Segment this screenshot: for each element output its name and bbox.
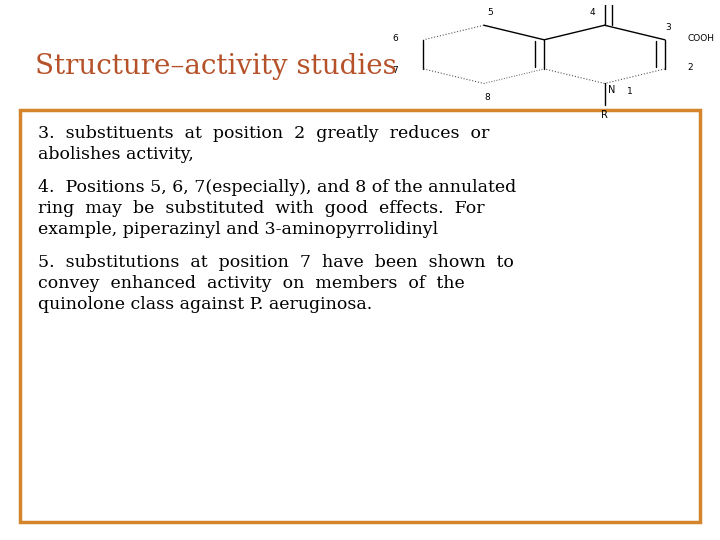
Text: 1: 1 [626, 87, 632, 97]
Text: 5.  substitutions  at  position  7  have  been  shown  to: 5. substitutions at position 7 have been… [38, 254, 514, 271]
Text: example, piperazinyl and 3-aminopyrrolidinyl: example, piperazinyl and 3-aminopyrrolid… [38, 221, 438, 238]
Text: 3.  substituents  at  position  2  greatly  reduces  or: 3. substituents at position 2 greatly re… [38, 125, 490, 142]
Text: quinolone class against P. aeruginosa.: quinolone class against P. aeruginosa. [38, 296, 372, 313]
Text: R: R [601, 110, 608, 120]
Text: 4: 4 [590, 8, 595, 17]
FancyBboxPatch shape [20, 110, 700, 522]
Text: 8: 8 [484, 93, 490, 102]
Text: 3: 3 [665, 23, 671, 32]
Text: abolishes activity,: abolishes activity, [38, 146, 194, 163]
Text: Structure–activity studies: Structure–activity studies [35, 53, 397, 80]
Text: 2: 2 [687, 63, 693, 72]
Text: 4.  Positions 5, 6, 7(especially), and 8 of the annulated: 4. Positions 5, 6, 7(especially), and 8 … [38, 179, 516, 196]
Text: 6: 6 [392, 34, 398, 43]
Text: N: N [608, 85, 615, 95]
Text: ring  may  be  substituted  with  good  effects.  For: ring may be substituted with good effect… [38, 200, 485, 217]
Text: convey  enhanced  activity  on  members  of  the: convey enhanced activity on members of t… [38, 275, 464, 292]
Text: COOH: COOH [687, 34, 714, 43]
Text: 5: 5 [487, 8, 493, 17]
Text: 7: 7 [392, 66, 398, 75]
